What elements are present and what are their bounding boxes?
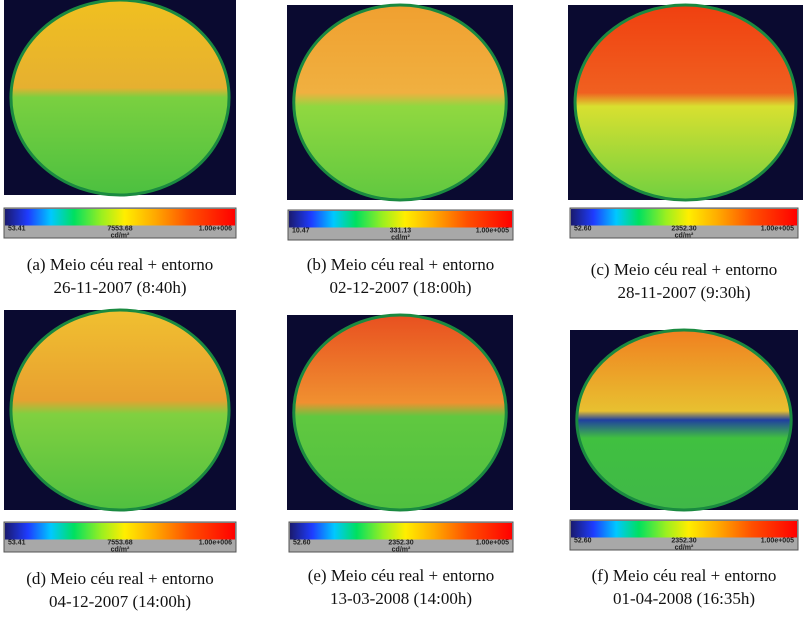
panel: 52.60 2352.30 1.00e+005 cd/m² (e) Meio céu r… xyxy=(287,315,513,608)
panel: 53.41 7553.68 1.00e+006 cd/m² (a) Meio céu r… xyxy=(4,0,236,297)
colorbar-mid: 2352.30 xyxy=(671,226,696,233)
figure: 53.41 7553.68 1.00e+006 cd/m² (a) Meio céu r… xyxy=(0,0,804,621)
caption-date: 02-12-2007 (18:00h) xyxy=(329,278,471,297)
colorbar-mid: 2352.30 xyxy=(388,540,413,547)
caption-title: (d) Meio céu real + entorno xyxy=(26,569,214,588)
colorbar-unit: cd/m² xyxy=(392,547,411,554)
fisheye-image xyxy=(294,315,506,510)
colorbar-min: 10.47 xyxy=(292,228,310,235)
colorbar-min: 52.60 xyxy=(574,226,592,233)
colorbar-unit: cd/m² xyxy=(111,547,130,554)
caption-title: (a) Meio céu real + entorno xyxy=(27,255,214,274)
colorbar-min: 52.60 xyxy=(293,540,311,547)
colorbar-mid: 331.13 xyxy=(390,228,412,235)
colorbar-unit: cd/m² xyxy=(675,545,694,552)
fisheye-image xyxy=(575,5,796,200)
colorbar-max: 1.00e+005 xyxy=(476,228,509,235)
caption-date: 28-11-2007 (9:30h) xyxy=(618,283,751,302)
colorbar-max: 1.00e+006 xyxy=(199,226,232,233)
fisheye-image xyxy=(11,0,229,195)
caption-date: 04-12-2007 (14:00h) xyxy=(49,592,191,611)
colorbar-gradient xyxy=(289,211,512,228)
colorbar-gradient xyxy=(5,523,235,540)
colorbar-min: 53.41 xyxy=(8,226,26,233)
colorbar-mid: 2352.30 xyxy=(671,538,696,545)
panel: 10.47 331.13 1.00e+005 cd/m² (b) Meio céu re… xyxy=(287,5,513,297)
caption-date: 01-04-2008 (16:35h) xyxy=(613,589,755,608)
colorbar-gradient xyxy=(571,521,797,538)
colorbar-unit: cd/m² xyxy=(111,233,130,240)
colorbar-unit: cd/m² xyxy=(675,233,694,240)
fisheye-image xyxy=(577,330,791,510)
colorbar-max: 1.00e+005 xyxy=(476,540,509,547)
caption-date: 26-11-2007 (8:40h) xyxy=(54,278,187,297)
caption-title: (c) Meio céu real + entorno xyxy=(591,260,778,279)
colorbar-gradient xyxy=(290,523,512,540)
colorbar-mid: 7553.68 xyxy=(107,226,132,233)
colorbar-max: 1.00e+006 xyxy=(199,540,232,547)
colorbar-unit: cd/m² xyxy=(391,235,410,242)
caption-title: (f) Meio céu real + entorno xyxy=(592,566,777,585)
panel: 52.60 2352.30 1.00e+005 cd/m² (f) Meio céu r… xyxy=(570,330,798,608)
panel: 52.60 2352.30 1.00e+005 cd/m² (c) Meio céu r… xyxy=(568,5,803,302)
colorbar-min: 52.60 xyxy=(574,538,592,545)
colorbar-mid: 7553.68 xyxy=(107,540,132,547)
caption-title: (b) Meio céu real + entorno xyxy=(307,255,495,274)
colorbar-gradient xyxy=(5,209,235,226)
colorbar-max: 1.00e+005 xyxy=(761,226,794,233)
colorbar-gradient xyxy=(571,209,797,226)
colorbar-min: 53.41 xyxy=(8,540,26,547)
fisheye-image xyxy=(11,310,229,510)
panel: 53.41 7553.68 1.00e+006 cd/m² (d) Meio céu r… xyxy=(4,310,236,611)
caption-title: (e) Meio céu real + entorno xyxy=(308,566,495,585)
colorbar-max: 1.00e+005 xyxy=(761,538,794,545)
fisheye-image xyxy=(294,5,506,200)
caption-date: 13-03-2008 (14:00h) xyxy=(330,589,472,608)
